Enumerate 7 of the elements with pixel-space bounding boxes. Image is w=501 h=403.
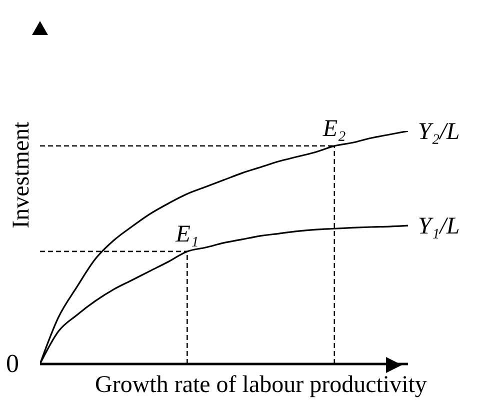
annotation: E₂ — [322, 116, 346, 142]
text: 0 — [6, 349, 19, 378]
annotation: E₁ — [174, 221, 199, 248]
series-label: Y₂/L — [418, 119, 460, 145]
y-axis-title: Investment — [8, 122, 36, 228]
series-label: Y₁/L — [418, 214, 460, 240]
x-axis-title: Growth rate of labour productivity — [95, 372, 427, 399]
